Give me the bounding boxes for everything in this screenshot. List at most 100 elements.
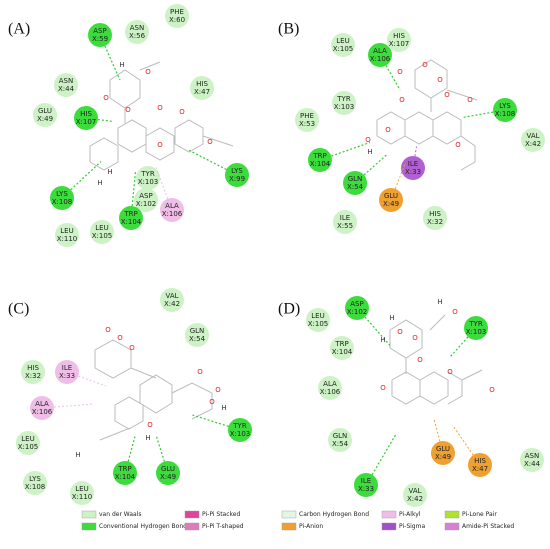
residue-id: X:54 <box>347 183 364 191</box>
legend-label: Carbon Hydrogen Bond <box>299 511 369 518</box>
interaction-line <box>379 54 401 91</box>
panel-label: (A) <box>8 21 30 38</box>
molecules <box>89 59 483 441</box>
interaction-line <box>390 162 406 201</box>
atom-label: O <box>452 308 458 316</box>
residue-name: HIS <box>196 80 208 88</box>
atom-label: O <box>105 326 111 334</box>
residue-circle <box>90 220 114 244</box>
residue-name: LYS <box>499 102 511 110</box>
residue-id: X:49 <box>160 473 176 481</box>
residue-circle <box>318 376 342 400</box>
legend-label: Amide-Pi Stacked <box>462 523 514 530</box>
residue-circle <box>333 210 357 234</box>
residue-id: X:54 <box>332 440 349 448</box>
residue-circle <box>343 171 367 195</box>
atom-label: O <box>385 126 391 134</box>
atom-label: O <box>380 384 386 392</box>
residue-name: TYR <box>140 170 155 178</box>
legend-swatch <box>444 510 460 519</box>
residue-name: VAL <box>526 132 539 140</box>
residue-id: X:59 <box>92 35 108 43</box>
atom-label: O <box>125 106 131 114</box>
residue-name: TYR <box>232 422 247 430</box>
residue-name: GLU <box>384 192 398 200</box>
atom-label: O <box>455 141 461 149</box>
residue-id: X:108 <box>52 198 73 206</box>
residue-name: ILE <box>361 477 371 485</box>
residue-id: X:105 <box>92 232 113 240</box>
residue-circle <box>468 453 492 477</box>
residue-circle <box>88 23 112 47</box>
legend-label: Pi-Anion <box>299 523 323 530</box>
residue-name: HIS <box>429 210 441 218</box>
residue-circle <box>30 396 54 420</box>
legend-label: Pi-Sigma <box>399 523 425 530</box>
residue-circle <box>125 20 149 44</box>
legend: van der Waals Conventional Hydrogen Bond P… <box>81 510 514 531</box>
residue-name: HIS <box>474 457 486 465</box>
atom-label: O <box>417 356 423 364</box>
residue-id: X:104 <box>310 160 331 168</box>
panel-label: (B) <box>278 21 299 38</box>
residue-id: X:49 <box>435 453 451 461</box>
residue-circle <box>55 223 79 247</box>
interaction-line <box>354 153 388 184</box>
residue-id: X:102 <box>136 200 157 208</box>
residue-circle <box>368 43 392 67</box>
atom-label: O <box>197 368 203 376</box>
residue-name: VAL <box>408 487 421 495</box>
residue-name: ALA <box>373 47 387 55</box>
panel: (A) ASPX:59ASNX:56PHEX:60ASNX:44GLUX:49HI… <box>8 4 249 247</box>
residue-id: X:106 <box>320 388 341 396</box>
residue-name: TYR <box>468 320 483 328</box>
interaction-line <box>155 167 173 211</box>
atom-label: O <box>145 68 151 76</box>
atom-label: O <box>103 94 109 102</box>
residue-circle <box>225 163 249 187</box>
residue-id: X:99 <box>229 175 245 183</box>
atom-label: O <box>365 136 371 144</box>
residue-id: X:54 <box>189 335 206 343</box>
residue-circle <box>401 156 425 180</box>
residue-circle <box>185 323 209 347</box>
atom-label: O <box>397 68 403 76</box>
residue-id: X:42 <box>525 140 541 148</box>
residue-id: X:104 <box>115 473 136 481</box>
residue-circle <box>345 296 369 320</box>
legend-swatch <box>381 510 397 519</box>
residue-circle <box>50 186 74 210</box>
residue-circle <box>16 431 40 455</box>
residue-circle <box>308 148 332 172</box>
atom-label: O <box>157 141 163 149</box>
residue-name: ASP <box>139 192 152 200</box>
residue-circle <box>431 441 455 465</box>
residue-circle <box>306 308 330 332</box>
residue-name: VAL <box>165 292 178 300</box>
molecule-a <box>89 61 234 171</box>
residue-circle <box>54 73 78 97</box>
residue-circle <box>55 360 79 384</box>
residue-circle <box>23 471 47 495</box>
residue-id: X:33 <box>405 168 421 176</box>
residue-id: X:103 <box>230 430 251 438</box>
